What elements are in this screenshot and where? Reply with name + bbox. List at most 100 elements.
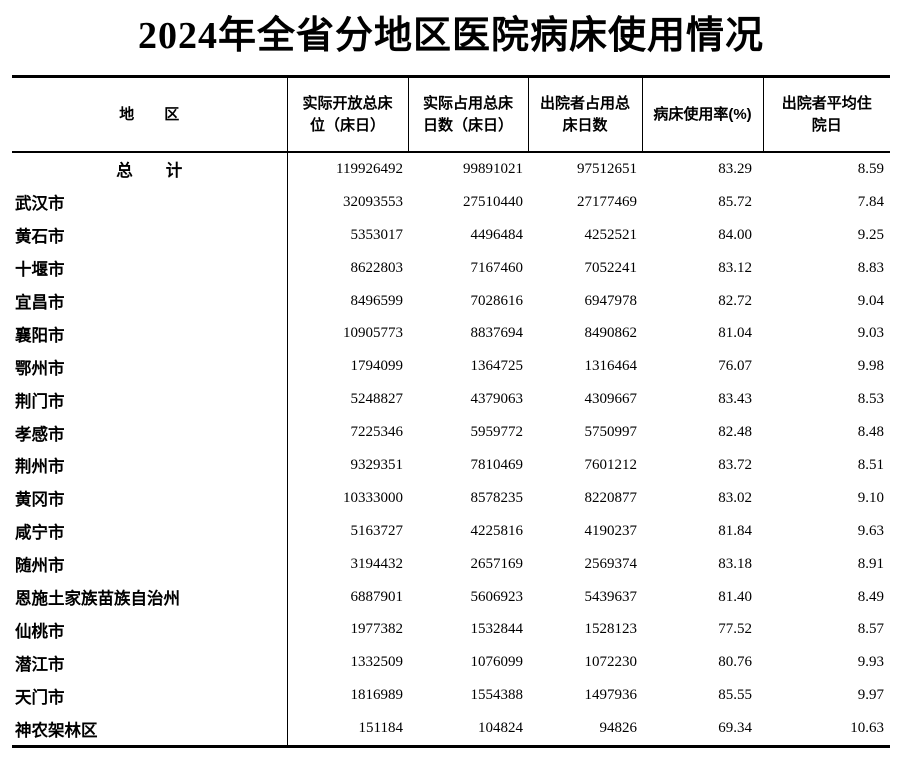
col-header-region: 地 区 [12,76,287,153]
region-cell: 十堰市 [12,251,288,285]
table-row: 总 计 119926492 99891021 97512651 83.29 8.… [12,152,890,186]
avg-stay-cell: 8.59 [857,160,884,177]
discharged-days-cell: 6947978 [584,292,638,309]
discharged-days-cell: 4309667 [584,391,638,408]
table-row: 襄阳市 10905773 8837694 8490862 81.04 9.03 [12,317,890,351]
region-cell: 武汉市 [12,185,288,219]
open-bed-days-cell: 6887901 [350,588,404,605]
region-cell: 神农架林区 [12,712,288,747]
usage-rate-cell: 77.52 [718,621,752,638]
open-bed-days-cell: 9329351 [350,456,404,473]
table-row: 孝感市 7225346 5959772 5750997 82.48 8.48 [12,416,890,450]
table-body: 总 计 119926492 99891021 97512651 83.29 8.… [12,152,890,747]
col-header-avg-stay: 出院者平均住 院日 [762,76,890,153]
occupied-days-cell: 27510440 [463,193,523,210]
avg-stay-cell: 9.10 [857,489,884,506]
region-cell: 孝感市 [12,416,288,450]
usage-rate-cell: 85.72 [718,193,752,210]
discharged-days-cell: 4252521 [584,226,638,243]
avg-stay-cell: 8.57 [857,621,884,638]
region-cell: 黄石市 [12,218,288,252]
avg-stay-cell: 9.97 [857,687,884,704]
discharged-days-cell: 27177469 [577,193,637,210]
open-bed-days-cell: 1816989 [350,687,404,704]
usage-rate-cell: 81.40 [718,588,752,605]
occupied-days-cell: 4496484 [470,226,524,243]
discharged-days-cell: 8220877 [584,489,638,506]
occupied-days-cell: 7028616 [470,292,524,309]
discharged-days-cell: 7052241 [584,259,638,276]
avg-stay-cell: 10.63 [850,720,884,737]
table-row: 咸宁市 5163727 4225816 4190237 81.84 9.63 [12,514,890,548]
table-row: 仙桃市 1977382 1532844 1528123 77.52 8.57 [12,613,890,647]
col-header-open-bed-days: 实际开放总床 位（床日） [286,76,408,153]
open-bed-days-cell: 10333000 [343,489,403,506]
open-bed-days-cell: 8622803 [350,259,404,276]
region-cell: 恩施土家族苗族自治州 [12,580,288,614]
table-row: 十堰市 8622803 7167460 7052241 83.12 8.83 [12,251,890,285]
table-row: 随州市 3194432 2657169 2569374 83.18 8.91 [12,547,890,581]
table-row: 宜昌市 8496599 7028616 6947978 82.72 9.04 [12,284,890,318]
table-row: 鄂州市 1794099 1364725 1316464 76.07 9.98 [12,350,890,384]
open-bed-days-cell: 5248827 [350,391,404,408]
usage-rate-cell: 83.02 [718,489,752,506]
region-cell: 仙桃市 [12,613,288,647]
open-bed-days-cell: 5353017 [350,226,404,243]
avg-stay-cell: 9.04 [857,292,884,309]
open-bed-days-cell: 151184 [358,720,403,737]
usage-rate-cell: 83.72 [718,456,752,473]
table-row: 黄冈市 10333000 8578235 8220877 83.02 9.10 [12,481,890,515]
region-cell: 鄂州市 [12,350,288,384]
occupied-days-cell: 1364725 [470,358,524,375]
occupied-days-cell: 7167460 [470,259,524,276]
discharged-days-cell: 97512651 [577,160,637,177]
open-bed-days-cell: 7225346 [350,424,404,441]
discharged-days-cell: 1528123 [584,621,638,638]
occupied-days-cell: 1532844 [470,621,524,638]
occupied-days-cell: 2657169 [470,555,524,572]
usage-rate-cell: 83.12 [718,259,752,276]
discharged-days-cell: 1316464 [584,358,638,375]
region-cell: 荆门市 [12,383,288,417]
avg-stay-cell: 9.25 [857,226,884,243]
region-cell: 随州市 [12,547,288,581]
table-header: 地 区 实际开放总床 位（床日） 实际占用总床 日数（床日） 出院者占用总 床日… [12,76,890,153]
table-row: 荆门市 5248827 4379063 4309667 83.43 8.53 [12,383,890,417]
avg-stay-cell: 8.83 [857,259,884,276]
avg-stay-cell: 8.51 [857,456,884,473]
avg-stay-cell: 8.48 [857,424,884,441]
usage-rate-cell: 83.29 [718,160,752,177]
usage-rate-cell: 81.84 [718,522,752,539]
open-bed-days-cell: 5163727 [350,522,404,539]
usage-rate-cell: 83.18 [718,555,752,572]
table-row: 恩施土家族苗族自治州 6887901 5606923 5439637 81.40… [12,580,890,614]
discharged-days-cell: 7601212 [584,456,638,473]
table-row: 潜江市 1332509 1076099 1072230 80.76 9.93 [12,646,890,680]
table-row: 武汉市 32093553 27510440 27177469 85.72 7.8… [12,185,890,219]
table-row: 荆州市 9329351 7810469 7601212 83.72 8.51 [12,449,890,482]
usage-rate-cell: 69.34 [718,720,752,737]
discharged-days-cell: 2569374 [584,555,638,572]
table-row: 天门市 1816989 1554388 1497936 85.55 9.97 [12,679,890,713]
region-cell: 襄阳市 [12,317,288,351]
table-row: 黄石市 5353017 4496484 4252521 84.00 9.25 [12,218,890,252]
usage-rate-cell: 85.55 [718,687,752,704]
occupied-days-cell: 5959772 [470,424,524,441]
usage-rate-cell: 82.72 [718,292,752,309]
col-header-usage-rate: 病床使用率(%) [641,76,763,153]
open-bed-days-cell: 1332509 [350,654,404,671]
usage-rate-cell: 82.48 [718,424,752,441]
occupied-days-cell: 4225816 [470,522,524,539]
discharged-days-cell: 8490862 [584,325,638,342]
discharged-days-cell: 5439637 [584,588,638,605]
avg-stay-cell: 9.03 [857,325,884,342]
region-cell: 咸宁市 [12,514,288,548]
table-row: 神农架林区 151184 104824 94826 69.34 10.63 [12,712,890,747]
discharged-days-cell: 5750997 [584,424,638,441]
open-bed-days-cell: 1977382 [350,621,404,638]
open-bed-days-cell: 32093553 [343,193,403,210]
region-cell: 宜昌市 [12,284,288,318]
open-bed-days-cell: 8496599 [350,292,404,309]
avg-stay-cell: 8.49 [857,588,884,605]
